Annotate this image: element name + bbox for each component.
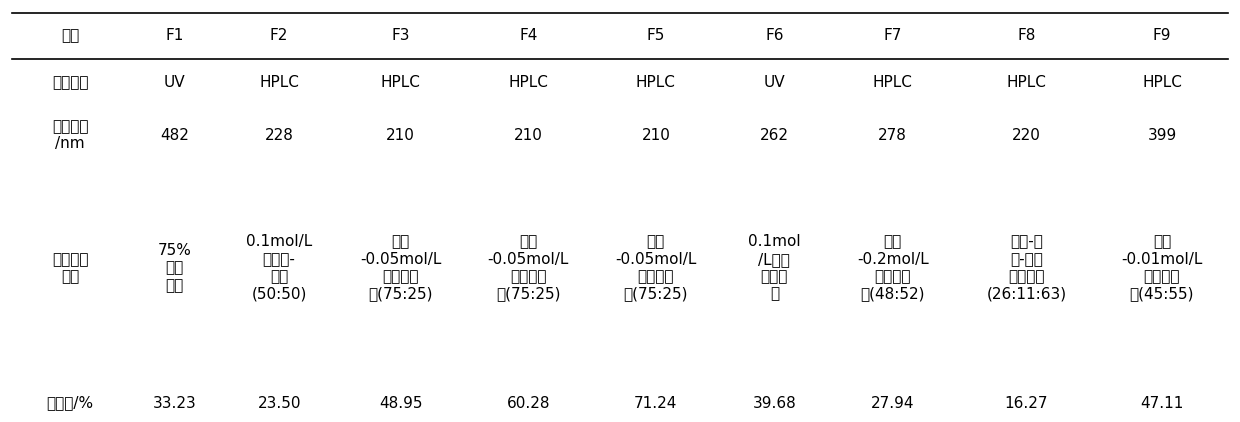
Text: 33.23: 33.23 <box>153 395 196 411</box>
Text: 278: 278 <box>878 127 908 143</box>
Text: 39.68: 39.68 <box>753 395 796 411</box>
Text: 甲醇
-0.2mol/L
磷酸二氢
铵(48:52): 甲醇 -0.2mol/L 磷酸二氢 铵(48:52) <box>857 234 929 302</box>
Text: 23.50: 23.50 <box>258 395 301 411</box>
Text: HPLC: HPLC <box>1007 75 1047 90</box>
Text: HPLC: HPLC <box>1142 75 1182 90</box>
Text: 210: 210 <box>641 127 671 143</box>
Text: F1: F1 <box>165 28 184 43</box>
Text: HPLC: HPLC <box>381 75 420 90</box>
Text: F5: F5 <box>647 28 665 43</box>
Text: HPLC: HPLC <box>259 75 299 90</box>
Text: 16.27: 16.27 <box>1004 395 1048 411</box>
Text: 228: 228 <box>264 127 294 143</box>
Text: 48.95: 48.95 <box>379 395 423 411</box>
Text: 47.11: 47.11 <box>1141 395 1184 411</box>
Text: F6: F6 <box>765 28 784 43</box>
Text: 71.24: 71.24 <box>634 395 677 411</box>
Text: 482: 482 <box>160 127 188 143</box>
Text: 乙腈-甲
醇-硫酸
四哑氢氨
(26:11:63): 乙腈-甲 醇-硫酸 四哑氢氨 (26:11:63) <box>987 234 1066 302</box>
Text: HPLC: HPLC <box>873 75 913 90</box>
Text: 甲醇
-0.05mol/L
磷酸氢二
钾(75:25): 甲醇 -0.05mol/L 磷酸氢二 钾(75:25) <box>487 234 569 302</box>
Text: HPLC: HPLC <box>636 75 676 90</box>
Text: 27.94: 27.94 <box>870 395 915 411</box>
Text: 甲醇
-0.05mol/L
磷酸氢二
钾(75:25): 甲醇 -0.05mol/L 磷酸氢二 钾(75:25) <box>615 234 697 302</box>
Text: UV: UV <box>764 75 785 90</box>
Text: 载药量/%: 载药量/% <box>47 395 94 411</box>
Text: F4: F4 <box>520 28 537 43</box>
Text: 0.1mol/L
冰醋酸-
乙腈
(50:50): 0.1mol/L 冰醋酸- 乙腈 (50:50) <box>246 234 312 302</box>
Text: F7: F7 <box>884 28 901 43</box>
Text: 262: 262 <box>760 127 789 143</box>
Text: F3: F3 <box>392 28 410 43</box>
Text: F8: F8 <box>1017 28 1035 43</box>
Text: 检测波长
/nm: 检测波长 /nm <box>52 119 88 151</box>
Text: F2: F2 <box>270 28 289 43</box>
Text: 399: 399 <box>1147 127 1177 143</box>
Text: UV: UV <box>164 75 186 90</box>
Text: 220: 220 <box>1012 127 1040 143</box>
Text: 210: 210 <box>513 127 543 143</box>
Text: 溶剂或流
动相: 溶剂或流 动相 <box>52 252 88 284</box>
Text: 检测方法: 检测方法 <box>52 75 88 90</box>
Text: 210: 210 <box>386 127 415 143</box>
Text: 60.28: 60.28 <box>506 395 551 411</box>
Text: 乙腈
-0.01mol/L
磷酸氢二
钾(45:55): 乙腈 -0.01mol/L 磷酸氢二 钾(45:55) <box>1121 234 1203 302</box>
Text: HPLC: HPLC <box>508 75 548 90</box>
Text: F9: F9 <box>1153 28 1172 43</box>
Text: 甲醇
-0.05mol/L
磷酸氢二
钾(75:25): 甲醇 -0.05mol/L 磷酸氢二 钾(75:25) <box>360 234 441 302</box>
Text: 75%
硫酸
显色: 75% 硫酸 显色 <box>157 243 191 293</box>
Text: 编号: 编号 <box>61 28 79 43</box>
Text: 0.1mol
/L氢氧
化钠溶
液: 0.1mol /L氢氧 化钠溶 液 <box>748 234 801 302</box>
